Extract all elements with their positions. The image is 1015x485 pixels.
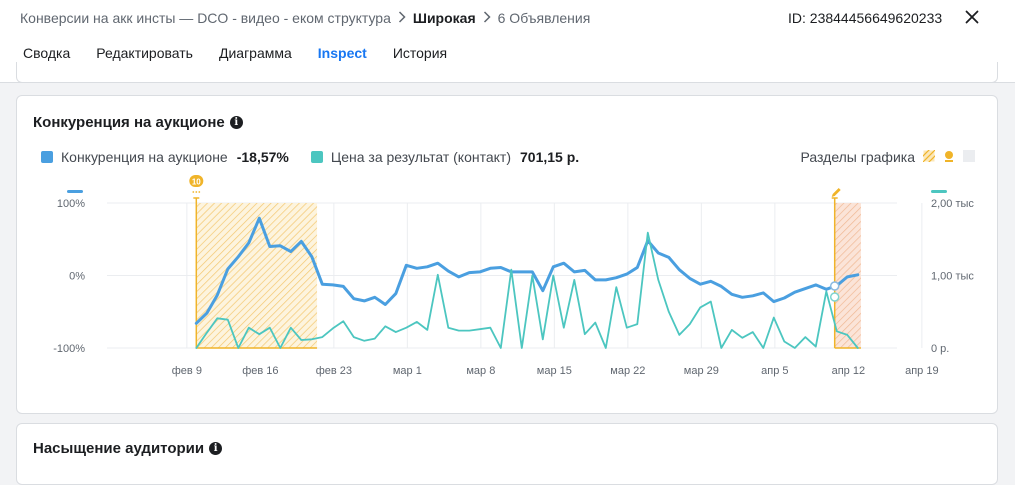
breadcrumb-campaign[interactable]: Конверсии на акк инсты — DCO - видео - е… (20, 10, 391, 26)
info-icon[interactable]: i (229, 116, 243, 129)
sections-label: Разделы графика (800, 149, 915, 165)
x-tick-label: апр 19 (905, 365, 938, 377)
right-axis-color-key (931, 190, 947, 193)
hatched-section-icon[interactable] (919, 146, 939, 166)
legend-swatch (41, 151, 53, 163)
legend-swatch (310, 151, 323, 163)
x-tick-label: мар 8 (466, 365, 495, 377)
audience-saturation-card: Насыщение аудитории i (16, 423, 998, 485)
plain-section-icon[interactable] (963, 149, 975, 165)
breadcrumb-ads[interactable]: 6 Объявления (497, 10, 591, 26)
marker-dot (198, 191, 201, 193)
x-tick-label: фев 23 (316, 365, 352, 377)
tab-chart[interactable]: Диаграмма (218, 45, 292, 61)
card-title: Конкуренция на аукционе i (33, 114, 243, 131)
x-tick-label: апр 5 (761, 365, 788, 377)
marker-badge (189, 175, 204, 187)
legend-value: 701,15 р. (520, 149, 580, 165)
marker-dot (192, 191, 195, 193)
card-title-text: Конкуренция на аукционе (33, 114, 225, 131)
ad-id-label: ID: 23844456649620233 (788, 10, 943, 26)
tab-summary[interactable]: Сводка (23, 45, 71, 61)
previous-card-bottom (16, 62, 998, 83)
x-tick-label: фев 9 (172, 365, 202, 377)
marker-icon[interactable] (943, 149, 955, 165)
series-line-competition (194, 216, 860, 325)
info-icon[interactable]: i (209, 442, 223, 455)
breadcrumb: Конверсии на акк инсты — DCO - видео - е… (20, 8, 590, 28)
x-tick-label: мар 15 (537, 365, 572, 377)
series-line-cost (195, 231, 859, 349)
tab-edit[interactable]: Редактировать (96, 45, 193, 61)
y-right-tick-label: 1,00 тыс (931, 271, 974, 283)
card-title: Насыщение аудитории i (33, 440, 223, 457)
left-axis-color-key (67, 190, 83, 193)
x-tick-label: фев 16 (242, 365, 278, 377)
y-right-tick-label: 2,00 тыс (931, 198, 974, 210)
hover-point (829, 281, 840, 291)
legend-item-cost[interactable]: Цена за результат (контакт) 701,15 р. (310, 149, 580, 165)
legend-label: Конкуренция на аукционе (61, 149, 228, 165)
chevron-right-icon (483, 10, 491, 26)
legend-label: Цена за результат (контакт) (330, 149, 512, 165)
legend-item-competition[interactable]: Конкуренция на аукционе -18,57% (41, 149, 289, 165)
pencil-icon (831, 188, 841, 197)
auction-chart: фев 9 фев 16 фев 23 мар 1 мар 8 мар 15 мар 22 м… (53, 175, 974, 377)
y-left-tick-label: 0% (69, 271, 85, 283)
marker-badge-label: 10 (192, 178, 201, 187)
close-button[interactable] (962, 7, 982, 27)
legend-value: -18,57% (236, 149, 289, 165)
card-title-text: Насыщение аудитории (33, 440, 205, 457)
tab-history[interactable]: История (392, 45, 448, 61)
close-icon (965, 10, 979, 24)
x-tick-label: мар 1 (393, 365, 422, 377)
x-tick-label: мар 29 (684, 365, 719, 377)
x-tick-label: апр 12 (832, 365, 865, 377)
chart-sections-control: Разделы графика (800, 146, 975, 166)
marker-dot (195, 191, 198, 193)
hover-point (829, 292, 840, 302)
x-tick-label: мар 22 (610, 365, 645, 377)
y-left-tick-label: 100% (57, 198, 85, 210)
chart-legend: Конкуренция на аукционе -18,57% Цена за … (41, 149, 601, 165)
y-right-tick-label: 0 р. (931, 343, 949, 355)
chevron-right-icon (398, 10, 406, 26)
breadcrumb-adset[interactable]: Широкая (412, 10, 476, 26)
y-left-tick-label: -100% (53, 343, 85, 355)
tab-bar: Сводка Редактировать Диаграмма Inspect И… (10, 40, 460, 72)
auction-competition-card: Конкуренция на аукционе i Конкуренция на… (16, 95, 998, 414)
